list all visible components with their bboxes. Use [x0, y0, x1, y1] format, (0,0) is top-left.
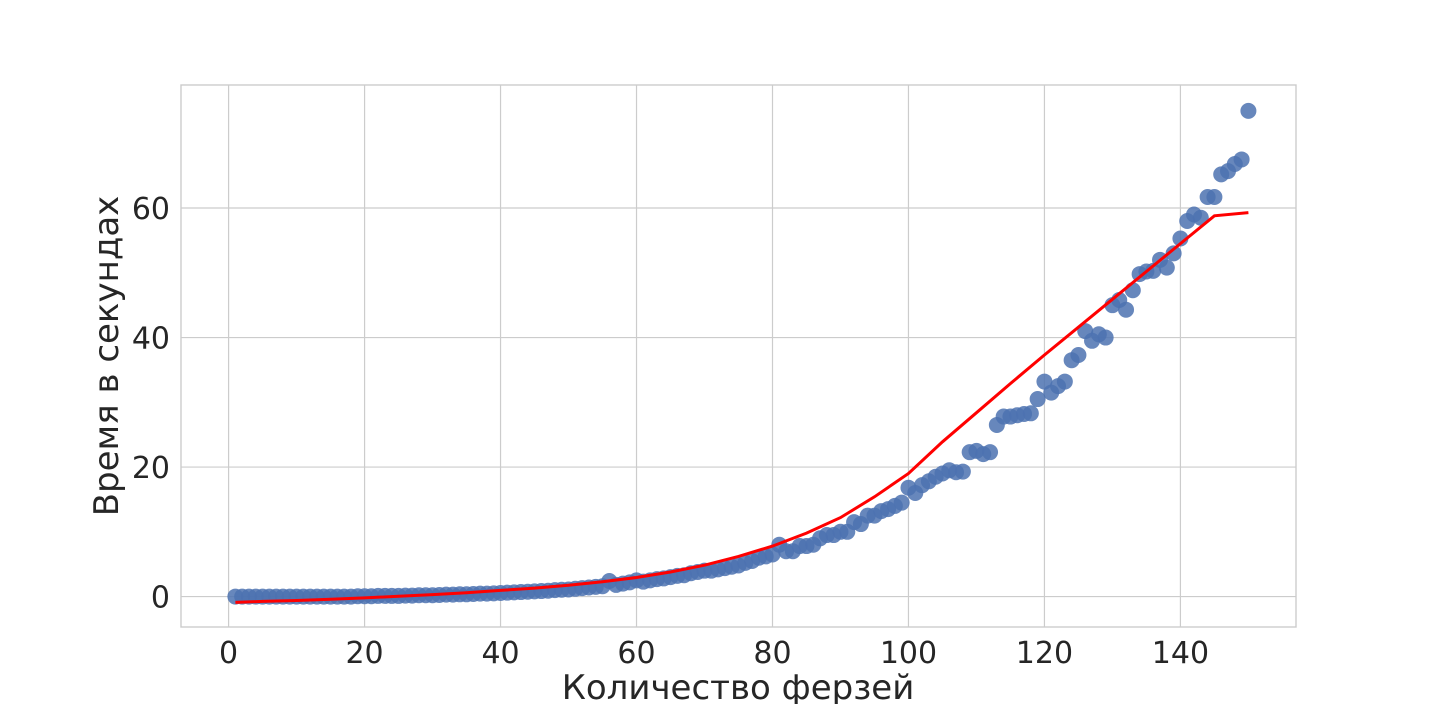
data-point: [1165, 245, 1182, 262]
y-axis-label: Время в секундах: [87, 196, 127, 517]
x-tick-label: 0: [219, 636, 238, 671]
x-tick-label: 20: [345, 636, 383, 671]
data-points: [227, 102, 1257, 605]
x-tick-label: 60: [617, 636, 655, 671]
data-point: [1172, 230, 1189, 247]
x-tick-label: 120: [1016, 636, 1073, 671]
x-axis-label: Количество ферзей: [562, 668, 915, 704]
data-point: [1022, 405, 1039, 422]
data-point: [1029, 391, 1046, 408]
y-tick-labels: 0 20 40 60: [132, 192, 170, 616]
data-point: [1206, 189, 1223, 206]
x-tick-label: 80: [753, 636, 791, 671]
data-point: [1118, 301, 1135, 318]
fit-curve-line: [235, 211, 1249, 604]
grid: [181, 85, 1296, 627]
data-point: [954, 463, 971, 480]
plot-frame: [180, 84, 1297, 628]
data-point: [1240, 102, 1257, 119]
y-tick-label: 40: [132, 322, 170, 357]
y-tick-label: 60: [132, 192, 170, 227]
x-tick-label: 40: [481, 636, 519, 671]
y-tick-label: 0: [151, 581, 170, 616]
x-tick-labels: 0 20 40 60 80 100 120 140: [219, 636, 1209, 671]
data-point: [982, 444, 999, 461]
data-point: [1233, 151, 1250, 168]
data-point: [1158, 259, 1175, 276]
data-point: [1124, 282, 1141, 299]
x-tick-label: 100: [880, 636, 937, 671]
data-point: [1056, 373, 1073, 390]
data-point: [1070, 347, 1087, 364]
data-point: [893, 494, 910, 511]
y-tick-label: 20: [132, 451, 170, 486]
x-tick-label: 140: [1152, 636, 1209, 671]
data-point: [1097, 329, 1114, 346]
